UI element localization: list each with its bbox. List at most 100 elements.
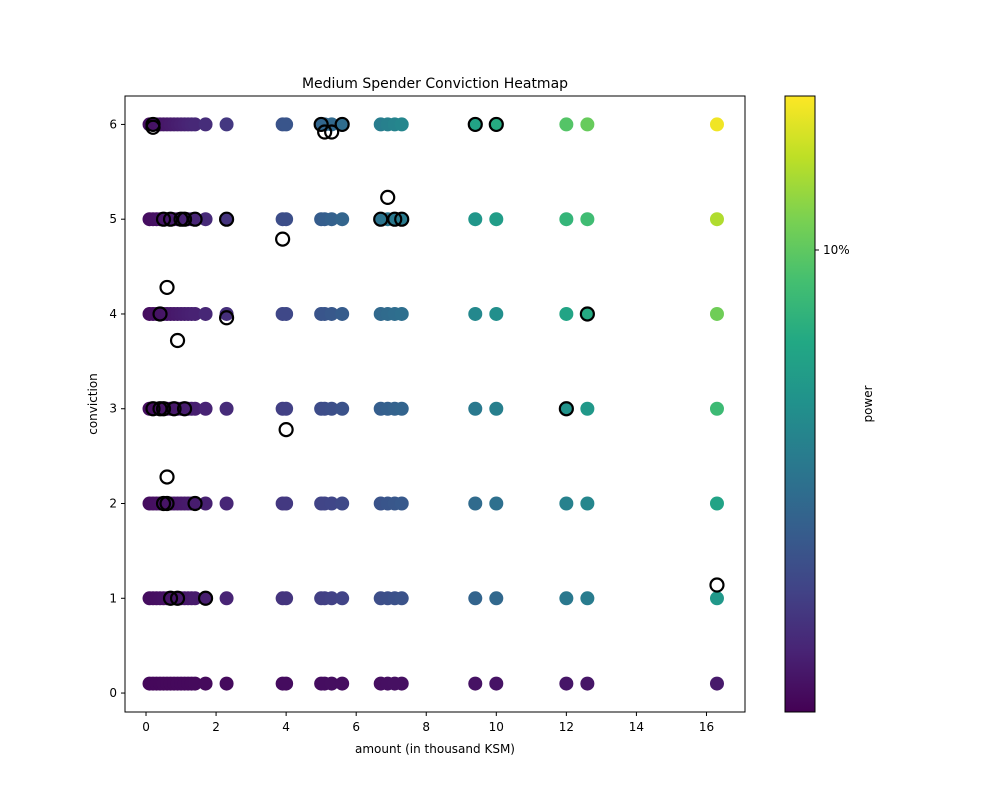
outlined-point bbox=[187, 495, 203, 512]
data-point bbox=[489, 306, 504, 321]
y-tick-label: 0 bbox=[109, 686, 117, 700]
data-point bbox=[709, 212, 724, 227]
data-point bbox=[559, 496, 574, 511]
outlined-point bbox=[579, 306, 595, 322]
data-point bbox=[188, 401, 203, 416]
data-point bbox=[489, 117, 504, 132]
outlined-point bbox=[176, 211, 193, 227]
outlined-point bbox=[159, 279, 175, 296]
data-point bbox=[324, 401, 339, 416]
data-point bbox=[198, 401, 213, 416]
data-point bbox=[324, 306, 339, 321]
data-point bbox=[394, 591, 409, 606]
outlined-point bbox=[324, 124, 340, 140]
data-point bbox=[335, 676, 350, 691]
outlined-point bbox=[162, 590, 179, 606]
x-tick-label: 14 bbox=[629, 720, 644, 734]
y-axis-label: conviction bbox=[86, 373, 100, 435]
data-point bbox=[324, 496, 339, 511]
outlined-point bbox=[387, 211, 403, 227]
data-point bbox=[394, 676, 409, 691]
data-point bbox=[468, 306, 483, 321]
data-point bbox=[279, 676, 294, 691]
outlined-point bbox=[145, 401, 161, 417]
data-point bbox=[709, 591, 724, 606]
x-tick-label: 16 bbox=[699, 720, 714, 734]
x-tick-label: 4 bbox=[282, 720, 290, 734]
data-point bbox=[559, 212, 574, 227]
colorbar-ticks: 10% bbox=[815, 243, 850, 257]
y-axis-ticks: 0 1 2 3 4 5 6 bbox=[109, 117, 125, 700]
data-point bbox=[580, 401, 595, 416]
data-point bbox=[279, 496, 294, 511]
data-points bbox=[142, 117, 724, 691]
outlined-point bbox=[159, 495, 175, 512]
x-axis-label: amount (in thousand KSM) bbox=[355, 742, 515, 756]
colorbar-tick-label: 10% bbox=[823, 243, 850, 257]
data-point bbox=[709, 117, 724, 132]
data-point bbox=[468, 496, 483, 511]
data-point bbox=[335, 496, 350, 511]
data-point bbox=[335, 212, 350, 227]
data-point bbox=[198, 591, 213, 606]
data-point bbox=[198, 676, 213, 691]
data-point bbox=[489, 401, 504, 416]
data-point bbox=[198, 496, 213, 511]
data-point bbox=[188, 306, 203, 321]
outlined-point bbox=[145, 116, 161, 133]
data-point bbox=[489, 212, 504, 227]
y-tick-label: 1 bbox=[109, 591, 117, 605]
data-point bbox=[324, 676, 339, 691]
x-tick-label: 10 bbox=[489, 720, 504, 734]
data-point bbox=[198, 117, 213, 132]
data-point bbox=[219, 306, 234, 321]
plot-frame bbox=[124, 95, 746, 713]
data-point bbox=[188, 212, 203, 227]
data-point bbox=[580, 591, 595, 606]
data-point bbox=[279, 591, 294, 606]
x-axis-ticks: 0 2 4 6 8 10 12 14 16 bbox=[142, 712, 714, 734]
outlined-point bbox=[159, 469, 175, 485]
outlined-point bbox=[152, 306, 168, 322]
x-tick-label: 2 bbox=[212, 720, 220, 734]
data-point bbox=[188, 117, 203, 132]
data-point bbox=[489, 496, 504, 511]
data-point bbox=[335, 306, 350, 321]
outlined-point bbox=[488, 116, 504, 133]
data-point bbox=[709, 676, 724, 691]
data-point bbox=[559, 117, 574, 132]
data-point bbox=[335, 401, 350, 416]
data-point bbox=[394, 117, 409, 132]
data-point bbox=[709, 496, 724, 511]
outlined-point bbox=[334, 116, 350, 133]
outlined-point bbox=[155, 401, 172, 417]
outlined-point bbox=[380, 189, 396, 206]
outlined-point bbox=[709, 577, 725, 593]
outlined-point bbox=[218, 310, 235, 326]
data-point bbox=[709, 401, 724, 416]
outlined-point bbox=[169, 590, 186, 606]
x-tick-label: 8 bbox=[422, 720, 430, 734]
data-point bbox=[580, 496, 595, 511]
data-point bbox=[279, 212, 294, 227]
data-point bbox=[559, 591, 574, 606]
x-tick-label: 12 bbox=[559, 720, 574, 734]
data-point bbox=[198, 306, 213, 321]
data-point bbox=[188, 676, 203, 691]
data-point bbox=[489, 676, 504, 691]
data-point bbox=[324, 591, 339, 606]
data-point bbox=[219, 401, 234, 416]
data-point bbox=[324, 212, 339, 227]
x-tick-label: 0 bbox=[142, 720, 150, 734]
data-point bbox=[468, 676, 483, 691]
data-point bbox=[198, 212, 213, 227]
data-point bbox=[468, 212, 483, 227]
x-tick-label: 6 bbox=[352, 720, 360, 734]
data-point bbox=[394, 496, 409, 511]
outlined-point bbox=[169, 332, 186, 349]
outlined-point bbox=[166, 401, 182, 417]
data-point bbox=[335, 591, 350, 606]
data-point bbox=[559, 401, 574, 416]
y-tick-label: 2 bbox=[109, 497, 117, 511]
